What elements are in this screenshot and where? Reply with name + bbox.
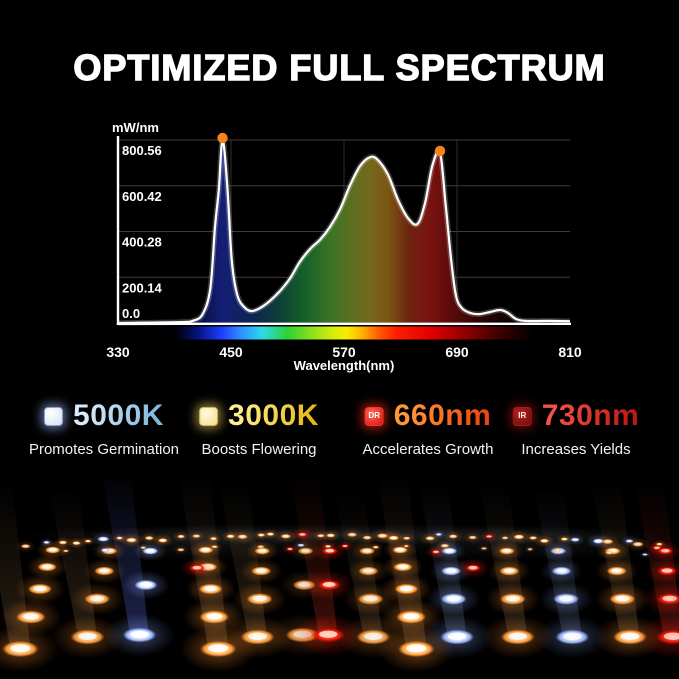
led-5000k-icon (44, 406, 64, 426)
svg-text:200.14: 200.14 (122, 280, 163, 295)
legend-item-3000k: 3000K Boosts Flowering (199, 398, 319, 458)
page-title: OPTIMIZED FULL SPECTRUM (73, 46, 606, 88)
legend-item-730nm: IR 730nm Increases Yields (512, 398, 640, 458)
svg-text:600.42: 600.42 (122, 189, 162, 204)
spectrum-legend: 5000K Promotes Germination 3000K Boosts … (0, 398, 679, 478)
svg-text:400.28: 400.28 (122, 235, 162, 250)
peak-markers (217, 132, 446, 157)
svg-text:0.0: 0.0 (122, 306, 140, 321)
legend-item-660nm: DR 660nm Accelerates Growth (363, 398, 494, 458)
legend-item-5000k: 5000K Promotes Germination (29, 398, 179, 458)
led-panel-photo (0, 479, 679, 673)
svg-text:570: 570 (332, 344, 356, 360)
led-dots (0, 527, 679, 673)
spectrum-chart: mW/nm 0.0 200.14 400.28 600.42 800.56 330 450… (106, 120, 582, 373)
legend-title-730nm: 730nm (541, 399, 640, 432)
legend-desc-5000k: Promotes Germination (28, 441, 180, 458)
legend-title-5000k: 5000K (73, 399, 164, 432)
infrared-led-icon: IR (512, 406, 532, 426)
svg-text:690: 690 (445, 344, 469, 360)
x-axis-title: Wavelength(nm) (294, 358, 395, 373)
legend-desc-730nm: Increases Yields (521, 441, 631, 458)
y-tick-labels: 0.0 200.14 400.28 600.42 800.56 (122, 143, 163, 321)
legend-title-660nm: 660nm (393, 399, 492, 432)
svg-text:330: 330 (106, 344, 130, 360)
svg-text:810: 810 (558, 344, 582, 360)
legend-title-3000k: 3000K (228, 399, 319, 432)
spectrum-area-fill (118, 139, 570, 323)
led-3000k-icon (199, 406, 219, 426)
svg-text:450: 450 (219, 344, 243, 360)
legend-desc-3000k: Boosts Flowering (201, 441, 317, 458)
legend-desc-660nm: Accelerates Growth (362, 441, 494, 458)
svg-text:800.56: 800.56 (122, 143, 162, 158)
spectrum-colorbar (118, 326, 570, 340)
y-axis-title: mW/nm (112, 120, 159, 135)
x-tick-labels: 330 450 570 690 810 (106, 344, 582, 360)
spectrum-curve (117, 138, 571, 325)
deep-red-led-icon: DR (364, 406, 384, 426)
